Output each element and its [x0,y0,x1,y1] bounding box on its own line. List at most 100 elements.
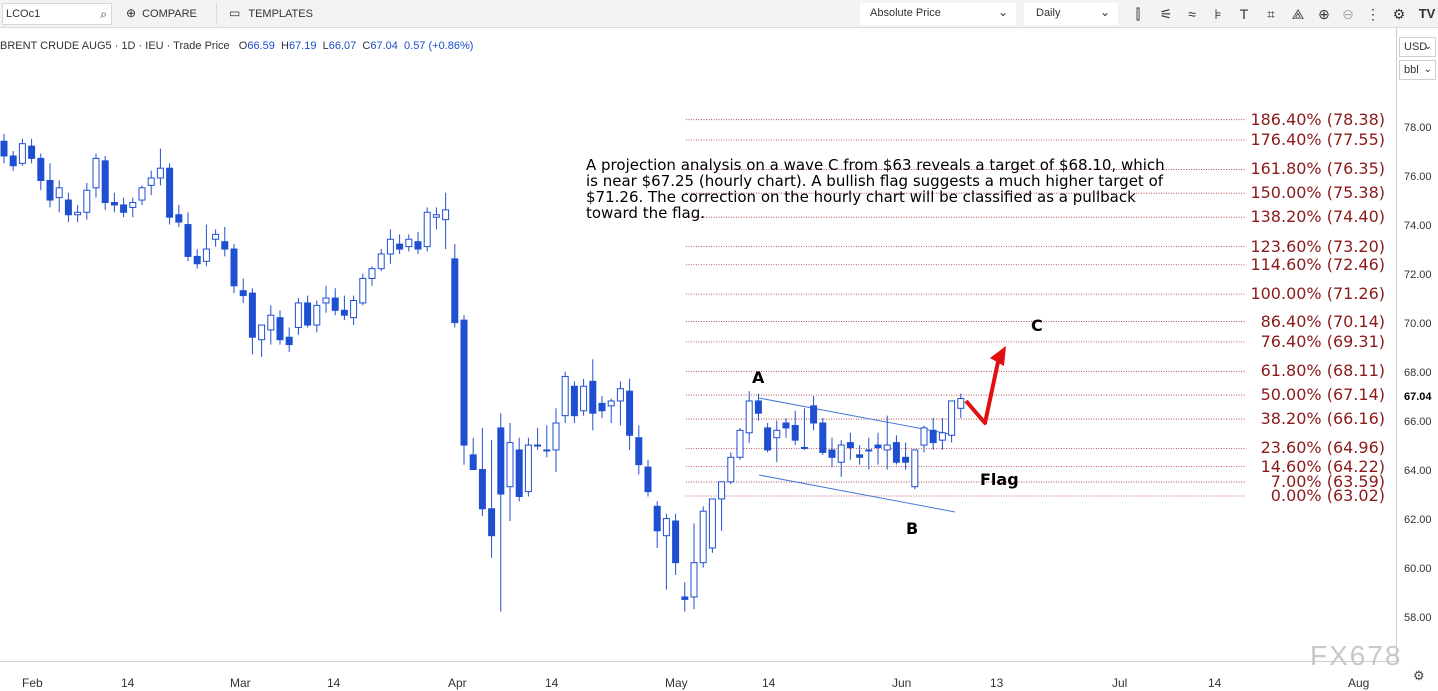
candle[interactable] [607,398,615,424]
candle[interactable] [28,138,36,164]
candle[interactable] [616,381,624,426]
candle[interactable] [322,285,330,313]
candle[interactable] [166,163,174,225]
candle[interactable] [230,244,238,294]
candle[interactable] [644,459,652,497]
candle[interactable] [718,481,726,531]
candle[interactable] [55,180,63,213]
candle[interactable] [451,244,459,328]
symbol-input[interactable]: LCOc1 ⌕ [2,3,112,25]
candle[interactable] [865,437,873,470]
projection-arrow[interactable] [964,361,1000,425]
candle[interactable] [156,148,164,186]
candle[interactable] [120,197,128,218]
candle[interactable] [681,582,689,612]
candle[interactable] [672,513,680,575]
candle[interactable] [74,204,82,223]
measure-icon[interactable]: ⟁ [1291,6,1305,22]
unit-select[interactable]: bbl ⌄ [1399,60,1436,80]
settings-icon[interactable]: ⚙ [1413,668,1425,683]
candle[interactable] [46,163,54,208]
candle[interactable] [846,432,854,460]
candle[interactable] [727,452,735,485]
price-chart[interactable] [0,0,1396,691]
compare-button[interactable]: ⊕ COMPARE [116,3,214,25]
candle[interactable] [258,324,266,357]
candle[interactable] [193,249,201,269]
candle[interactable] [736,427,744,460]
candle[interactable] [782,418,790,438]
candle[interactable] [764,423,772,453]
candle[interactable] [810,396,818,431]
candle[interactable] [350,295,358,325]
candle[interactable] [856,445,864,465]
indicators-icon[interactable]: ⚟ [1159,6,1173,22]
candle[interactable] [221,227,229,257]
candle[interactable] [442,192,450,250]
candle[interactable] [497,413,505,612]
candle[interactable] [331,288,339,316]
candle[interactable] [708,498,716,553]
candle[interactable] [800,408,808,450]
settings-icon[interactable]: ⚙ [1392,6,1406,22]
candle[interactable] [368,266,376,286]
candle[interactable] [432,207,440,230]
candle[interactable] [515,437,523,502]
candle[interactable] [285,327,293,352]
candle[interactable] [478,427,486,517]
candle[interactable] [552,408,560,472]
candles-icon[interactable]: ⫿ [1135,6,1141,22]
crosshair-icon[interactable]: ⌗ [1267,6,1275,22]
price-mode-select[interactable]: Absolute Price ⌄ [860,3,1016,25]
candle[interactable] [340,295,348,321]
candle[interactable] [920,425,928,453]
candle[interactable] [745,391,753,443]
templates-button[interactable]: ▭ TEMPLATES [216,3,330,25]
candle[interactable] [580,378,588,416]
candle[interactable] [534,427,542,450]
candle[interactable] [9,151,17,171]
candle[interactable] [561,371,569,423]
candle[interactable] [313,300,321,333]
candle[interactable] [405,234,413,252]
search-icon[interactable]: ⌕ [100,7,107,21]
candle[interactable] [129,197,137,218]
candle[interactable] [506,423,514,521]
candle[interactable] [929,418,937,450]
candle[interactable] [239,278,247,303]
candle[interactable] [147,170,155,196]
candle[interactable] [828,437,836,468]
candle[interactable] [874,432,882,465]
candle[interactable] [488,440,496,558]
candle[interactable] [294,298,302,335]
candle[interactable] [690,523,698,610]
candle[interactable] [837,440,845,477]
candle[interactable] [304,295,312,328]
candle[interactable] [460,315,468,465]
candle[interactable] [911,449,919,490]
candle[interactable] [773,420,781,463]
candle[interactable] [184,212,192,262]
candle[interactable] [202,224,210,267]
candle[interactable] [138,185,146,205]
zoom-in-icon[interactable]: ⊕ [1318,6,1330,22]
candle[interactable] [64,192,72,223]
candle[interactable] [598,396,606,419]
price-axis[interactable] [1396,28,1438,663]
candle[interactable] [0,133,8,164]
candle[interactable] [92,153,100,198]
studies-icon[interactable]: ≈ [1188,6,1196,22]
candle[interactable] [101,155,109,210]
candle[interactable] [819,418,827,455]
candle[interactable] [883,415,891,470]
candle[interactable] [754,393,762,421]
candle[interactable] [175,204,183,227]
candle[interactable] [938,418,946,450]
candle[interactable] [37,153,45,191]
candle[interactable] [791,410,799,446]
candle[interactable] [469,437,477,471]
candle[interactable] [589,359,597,431]
candle[interactable] [18,138,26,166]
candle[interactable] [386,229,394,264]
interval-select[interactable]: Daily ⌄ [1024,3,1118,25]
